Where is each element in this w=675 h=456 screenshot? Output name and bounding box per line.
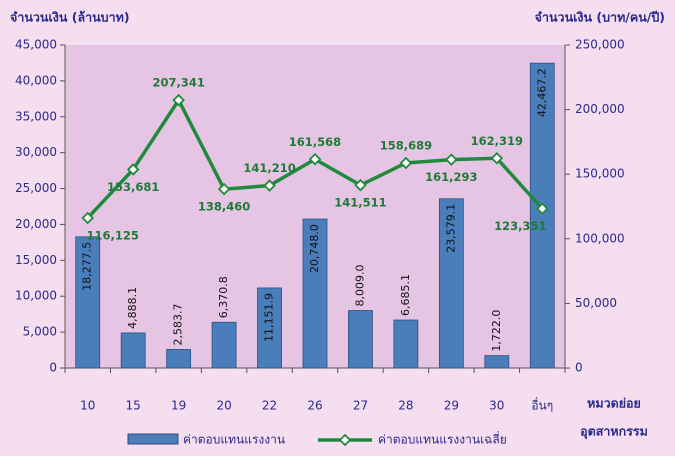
bar	[529, 62, 555, 369]
marker	[354, 178, 367, 192]
y2-tick-label: 0	[575, 361, 583, 375]
marker	[308, 152, 322, 166]
y2-tick-label: 100,000	[575, 231, 625, 245]
marker	[536, 202, 549, 215]
legend-swatch	[127, 433, 179, 445]
x-tick-label: 15	[126, 399, 141, 413]
bar-value-label: 20,748.0	[308, 224, 321, 273]
x-axis-title: อุตสาหกรรม	[580, 424, 648, 440]
marker	[399, 156, 413, 170]
y2-tick-label: 150,000	[575, 167, 625, 181]
line-value-label: 161,293	[425, 170, 477, 184]
bar	[120, 332, 146, 369]
legend-label: ค่าตอบแทนแรงงาน	[183, 433, 285, 447]
marker	[126, 163, 140, 176]
y-tick-label: 35,000	[15, 109, 57, 123]
x-tick-label: 22	[262, 399, 277, 413]
x-tick-label: 28	[398, 399, 413, 413]
marker	[217, 182, 231, 196]
x-tick-label: 19	[171, 399, 186, 413]
bar-value-label: 2,583.7	[172, 303, 185, 345]
y-tick-label: 30,000	[15, 145, 57, 159]
y2-axis-title: จำนวนเงิน (บาท/คน/ปี)	[535, 10, 665, 25]
line-value-label: 141,210	[243, 161, 295, 175]
line-value-label: 161,568	[289, 135, 341, 149]
x-tick-label: อื่นๆ	[531, 397, 553, 413]
y-axis-title: จำนวนเงิน (ล้านบาท)	[10, 10, 130, 25]
x-tick-label: 27	[353, 399, 368, 413]
bar	[484, 355, 510, 369]
y-tick-label: 15,000	[15, 253, 57, 267]
legend-label: ค่าตอบแทนแรงงานเฉลี่ย	[378, 431, 507, 447]
line-value-label: 153,681	[107, 180, 159, 194]
bar-value-label: 11,151.9	[263, 293, 276, 342]
bar	[302, 218, 328, 369]
y-tick-label: 0	[49, 361, 57, 375]
y-tick-label: 5,000	[23, 325, 57, 339]
x-tick-label: 29	[444, 399, 459, 413]
bar	[393, 319, 419, 369]
y-tick-label: 20,000	[15, 217, 57, 231]
bar-value-label: 8,009.0	[353, 265, 366, 307]
marker	[81, 211, 95, 225]
y2-tick-label: 50,000	[575, 296, 617, 310]
y-tick-label: 25,000	[15, 181, 57, 195]
bar	[438, 198, 464, 369]
bar-value-label: 23,579.1	[444, 204, 457, 253]
line-value-label: 162,319	[471, 134, 523, 148]
marker	[445, 153, 458, 166]
y-tick-label: 10,000	[15, 289, 57, 303]
x-tick-label: 20	[216, 399, 231, 413]
y-tick-label: 45,000	[15, 38, 57, 52]
bar	[257, 287, 282, 369]
bar-value-label: 42,467.2	[535, 68, 548, 117]
bar-value-label: 18,277.5	[81, 242, 94, 291]
line-value-label: 158,689	[380, 138, 432, 152]
y-tick-label: 40,000	[15, 73, 57, 87]
bar-value-label: 4,888.1	[126, 287, 139, 329]
x-tick-label: 26	[307, 399, 322, 413]
bar-value-label: 6,370.8	[217, 276, 230, 318]
legend-swatch	[338, 433, 352, 447]
bar	[75, 236, 101, 369]
bar-value-label: 6,685.1	[399, 274, 412, 316]
bar	[348, 310, 373, 369]
y2-tick-label: 200,000	[575, 102, 625, 116]
line-value-label: 116,125	[87, 228, 139, 242]
marker	[490, 152, 504, 165]
bar	[166, 349, 192, 369]
marker	[263, 179, 276, 192]
bar-value-label: 1,722.0	[490, 310, 503, 352]
line-value-label: 207,341	[152, 76, 204, 90]
line-value-label: 123,351	[494, 219, 546, 233]
line-value-label: 138,460	[198, 200, 250, 214]
marker	[172, 93, 185, 107]
x-axis-title: หมวดย่อย	[587, 396, 641, 411]
x-tick-label: 30	[489, 399, 504, 413]
y2-tick-label: 250,000	[575, 38, 625, 52]
line-value-label: 141,511	[334, 196, 386, 210]
bar	[211, 321, 237, 369]
x-tick-label: 10	[80, 399, 95, 413]
